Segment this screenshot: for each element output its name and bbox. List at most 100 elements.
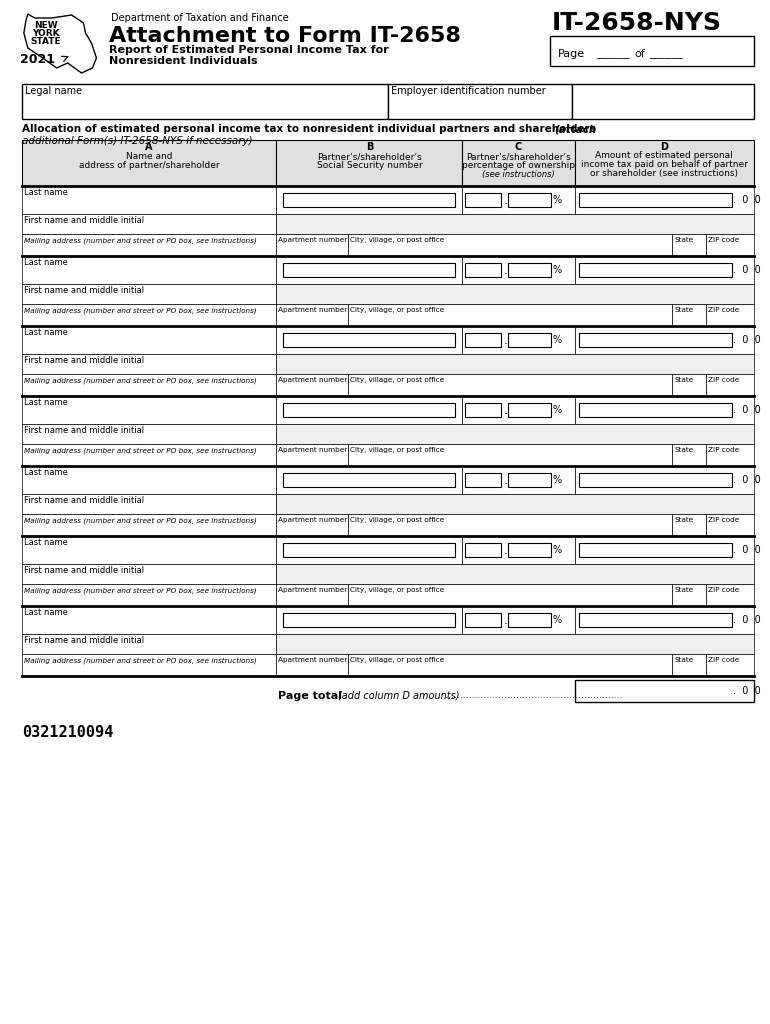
Bar xyxy=(574,536,754,564)
Text: B: B xyxy=(366,142,373,152)
Bar xyxy=(574,466,754,494)
Bar xyxy=(276,634,754,654)
Bar xyxy=(276,564,754,584)
Text: ______: ______ xyxy=(649,49,683,59)
Bar xyxy=(706,234,754,256)
Bar xyxy=(22,536,276,564)
Bar xyxy=(276,304,348,326)
Text: percentage of ownership: percentage of ownership xyxy=(462,161,575,170)
Bar xyxy=(276,494,754,514)
Bar xyxy=(22,654,276,676)
Text: Report of Estimated Personal Income Tax for: Report of Estimated Personal Income Tax … xyxy=(109,45,389,55)
Bar xyxy=(22,256,276,284)
Text: NEW: NEW xyxy=(34,22,58,30)
Text: %: % xyxy=(553,545,562,555)
Bar xyxy=(283,473,455,487)
Bar xyxy=(508,403,551,417)
Bar xyxy=(276,186,462,214)
Text: ZIP code: ZIP code xyxy=(708,447,739,453)
Text: 0321210094: 0321210094 xyxy=(22,725,113,740)
Bar xyxy=(579,263,731,278)
Text: .  0  0: . 0 0 xyxy=(733,265,761,275)
Text: State: State xyxy=(675,517,694,523)
Text: Partner’s/shareholder’s: Partner’s/shareholder’s xyxy=(317,152,422,161)
Text: Mailing address (number and street or PO box, see instructions): Mailing address (number and street or PO… xyxy=(24,307,256,313)
Bar xyxy=(276,444,348,466)
Text: (attach: (attach xyxy=(554,124,596,134)
Bar xyxy=(508,613,551,627)
Bar xyxy=(706,514,754,536)
Text: First name and middle initial: First name and middle initial xyxy=(24,216,144,225)
Text: %: % xyxy=(553,195,562,205)
Bar xyxy=(22,234,276,256)
Text: Attachment to Form IT-2658: Attachment to Form IT-2658 xyxy=(109,26,461,46)
Text: .  0  0: . 0 0 xyxy=(733,615,761,625)
Text: Mailing address (number and street or PO box, see instructions): Mailing address (number and street or PO… xyxy=(24,237,256,244)
Text: 2021: 2021 xyxy=(20,53,55,66)
Text: Mailing address (number and street or PO box, see instructions): Mailing address (number and street or PO… xyxy=(24,657,256,664)
Text: City, village, or post office: City, village, or post office xyxy=(350,587,444,593)
Text: additional Form(s) IT-2658-NYS if necessary): additional Form(s) IT-2658-NYS if necess… xyxy=(22,136,253,146)
Text: First name and middle initial: First name and middle initial xyxy=(24,356,144,365)
Text: %: % xyxy=(553,406,562,415)
Bar xyxy=(348,234,672,256)
Bar xyxy=(579,473,731,487)
Bar xyxy=(672,654,706,676)
Text: .  0  0: . 0 0 xyxy=(733,195,761,205)
Text: City, village, or post office: City, village, or post office xyxy=(350,657,444,663)
Bar xyxy=(283,403,455,417)
Bar xyxy=(22,584,276,606)
Bar xyxy=(276,326,462,354)
Text: Last name: Last name xyxy=(24,258,68,267)
Text: Mailing address (number and street or PO box, see instructions): Mailing address (number and street or PO… xyxy=(24,447,256,454)
Bar xyxy=(22,444,276,466)
Bar xyxy=(672,234,706,256)
Text: income tax paid on behalf of partner: income tax paid on behalf of partner xyxy=(581,160,748,169)
Text: A: A xyxy=(146,142,153,152)
Text: Mailing address (number and street or PO box, see instructions): Mailing address (number and street or PO… xyxy=(24,377,256,384)
Bar xyxy=(22,284,276,304)
Text: Apartment number: Apartment number xyxy=(279,307,347,313)
Bar xyxy=(22,634,276,654)
Bar xyxy=(465,613,501,627)
Bar xyxy=(22,186,276,214)
Bar xyxy=(579,193,731,207)
Bar xyxy=(276,584,348,606)
Bar xyxy=(574,256,754,284)
Bar xyxy=(276,214,754,234)
Text: State: State xyxy=(675,237,694,243)
Text: Last name: Last name xyxy=(24,328,68,337)
Bar xyxy=(462,606,574,634)
Bar xyxy=(276,466,462,494)
Bar xyxy=(706,444,754,466)
Bar xyxy=(22,140,276,186)
Text: Name and: Name and xyxy=(126,152,172,161)
Text: .  0  0: . 0 0 xyxy=(733,335,761,345)
Text: Apartment number: Apartment number xyxy=(279,447,347,453)
Bar xyxy=(508,333,551,347)
Bar xyxy=(672,584,706,606)
Bar xyxy=(672,444,706,466)
Bar xyxy=(706,304,754,326)
Text: .: . xyxy=(504,194,507,207)
Text: ZIP code: ZIP code xyxy=(708,657,739,663)
Bar xyxy=(574,680,754,702)
Text: City, village, or post office: City, village, or post office xyxy=(350,517,444,523)
Bar xyxy=(571,84,754,119)
Bar xyxy=(348,584,672,606)
Bar xyxy=(22,514,276,536)
Bar xyxy=(574,606,754,634)
Text: Allocation of estimated personal income tax to nonresident individual partners a: Allocation of estimated personal income … xyxy=(22,124,599,134)
Text: STATE: STATE xyxy=(31,37,62,46)
Text: Nonresident Individuals: Nonresident Individuals xyxy=(109,56,258,66)
Text: .  0  0: . 0 0 xyxy=(733,545,761,555)
Bar xyxy=(348,374,672,396)
Bar xyxy=(22,304,276,326)
Text: Page: Page xyxy=(557,49,585,59)
Text: City, village, or post office: City, village, or post office xyxy=(350,377,444,383)
Text: Last name: Last name xyxy=(24,608,68,617)
Text: .: . xyxy=(504,613,507,627)
Text: First name and middle initial: First name and middle initial xyxy=(24,426,144,435)
Bar xyxy=(574,326,754,354)
Text: State: State xyxy=(675,587,694,593)
